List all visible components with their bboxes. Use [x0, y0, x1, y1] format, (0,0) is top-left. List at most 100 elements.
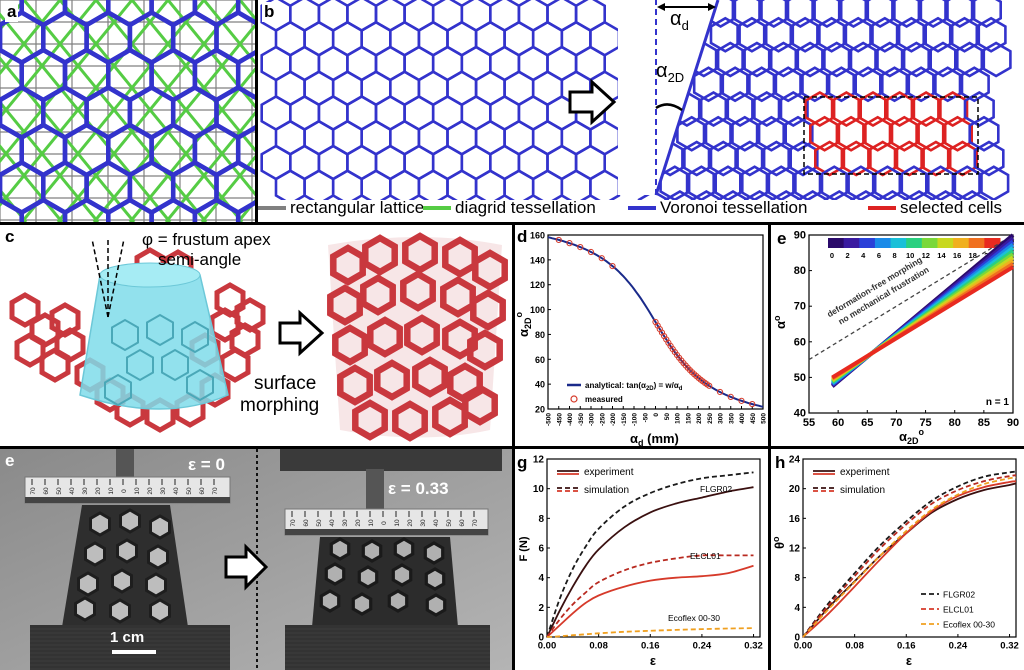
x-tick-label: -300 — [589, 413, 596, 426]
diagrid-line — [0, 143, 64, 222]
x-axis-sup: o — [919, 427, 925, 437]
y-tick-label: 160 — [530, 231, 545, 241]
specimen-cell — [391, 563, 413, 587]
plunger-left — [116, 449, 134, 479]
dial-number: 60 — [303, 519, 310, 527]
panel-c-illustration — [9, 232, 508, 442]
colorbar-segment — [859, 238, 876, 248]
dial-number: 70 — [212, 487, 219, 495]
x-tick-label: -350 — [578, 413, 585, 426]
dial-number: 60 — [199, 487, 206, 495]
shear-edge — [654, 0, 720, 196]
legend-label: rectangular lattice — [290, 198, 425, 217]
voronoi-cell — [446, 169, 478, 206]
specimen-cell — [89, 511, 111, 537]
x-tick-label: 0.32 — [744, 641, 763, 652]
x-tick-label: -200 — [610, 413, 617, 426]
colorbar-tick: 10 — [906, 251, 914, 260]
diagrid-line — [0, 0, 134, 164]
y-axis-sub: 2D — [523, 317, 533, 329]
colorbar-segment — [953, 238, 970, 248]
colorbar-tick: 6 — [877, 251, 881, 260]
voronoi-cell — [958, 66, 990, 103]
specimen-cell — [145, 572, 167, 598]
dial-number: 0 — [381, 521, 388, 525]
measured-point — [566, 240, 573, 247]
legend-experiment-label: experiment — [840, 467, 890, 478]
y-axis-label: α2Do — [515, 311, 533, 337]
y-tick-label: 140 — [530, 255, 545, 265]
dial-number: 70 — [30, 487, 37, 495]
surface-caption: surface — [254, 373, 317, 394]
y-tick-label: 24 — [789, 455, 801, 466]
dial-number: 50 — [56, 487, 63, 495]
series-line — [802, 474, 1017, 638]
dial-number: 30 — [82, 487, 89, 495]
x-tick-label: 250 — [707, 413, 714, 424]
morphed-cell — [374, 359, 410, 401]
x-axis-symbol: α — [630, 431, 638, 446]
panel-a-label: a — [5, 2, 19, 22]
morphed-cell — [360, 274, 396, 316]
y-tick-label: 2 — [538, 603, 544, 614]
divider-c-d — [512, 225, 515, 670]
diagrid-line — [200, 154, 255, 222]
x-tick-label: 90 — [1007, 417, 1019, 429]
dial-number: 20 — [147, 487, 154, 495]
y-tick-label: 8 — [794, 573, 800, 584]
measured-point — [555, 236, 562, 244]
diagrid-line — [202, 0, 255, 65]
colorbar-tick: 0 — [830, 251, 834, 260]
legend-analytical-label: analytical: tan(α2D) = w/αd — [585, 381, 683, 392]
legend2-label: ELCL01 — [943, 605, 974, 615]
morphed-cell — [400, 270, 436, 312]
frustum-cell — [181, 320, 209, 354]
specimen-cell — [149, 514, 171, 540]
arrow-icon — [224, 543, 269, 591]
frustum-cell — [161, 348, 189, 382]
x-tick-label: -100 — [632, 413, 639, 426]
apex-dashed-line — [91, 238, 109, 318]
dial-number: 30 — [420, 519, 427, 527]
y-tick-label: 80 — [794, 265, 806, 277]
morphed-cell — [352, 399, 388, 441]
diagrid-line — [20, 0, 206, 222]
y-tick-label: 12 — [533, 455, 545, 466]
voronoi-cell — [968, 115, 1000, 152]
x-axis-unit: (mm) — [644, 431, 679, 446]
y-tick-label: 8 — [538, 514, 544, 525]
y-tick-label: 0 — [794, 633, 800, 644]
legend-label: Voronoi tessellation — [660, 198, 808, 217]
morphed-cell — [432, 396, 468, 438]
voronoi-cell — [973, 140, 1005, 177]
legend-experiment-label: experiment — [584, 467, 634, 478]
diagrid-line — [0, 100, 100, 222]
y-axis-sup: o — [772, 315, 782, 321]
x-tick-label: 0.16 — [897, 641, 916, 652]
dial-number: 40 — [173, 487, 180, 495]
lattice-cell — [14, 332, 46, 368]
legend-item: rectangular lattice — [258, 198, 424, 218]
panel-a: a — [0, 0, 255, 222]
voronoi-cell — [360, 169, 392, 206]
dial-number: 70 — [290, 519, 297, 527]
morphed-cell — [472, 249, 508, 291]
morphed-cell — [327, 284, 363, 326]
panel-g-label: g — [517, 453, 528, 472]
series-line — [802, 470, 1017, 638]
panel-g: 0.00 0.08 0.16 0.24 0.32 0 2 4 6 8 10 12 experiment s… — [515, 449, 768, 670]
dial-number: 10 — [108, 487, 115, 495]
x-tick-label: 100 — [675, 413, 682, 424]
legend2-label: FLGR02 — [943, 590, 975, 600]
dial-number: 20 — [407, 519, 414, 527]
x-tick-label: 70 — [890, 417, 902, 429]
dial-number: 30 — [160, 487, 167, 495]
shear-mask — [618, 0, 718, 195]
dial-base-right — [285, 529, 488, 535]
morphing-caption: morphing — [240, 395, 320, 416]
divider-d-e — [768, 225, 771, 446]
voronoi-cell — [503, 169, 535, 206]
legend-item: diagrid tessellation — [423, 198, 596, 218]
morphed-cell — [470, 289, 506, 331]
morphed-cell — [402, 232, 438, 274]
